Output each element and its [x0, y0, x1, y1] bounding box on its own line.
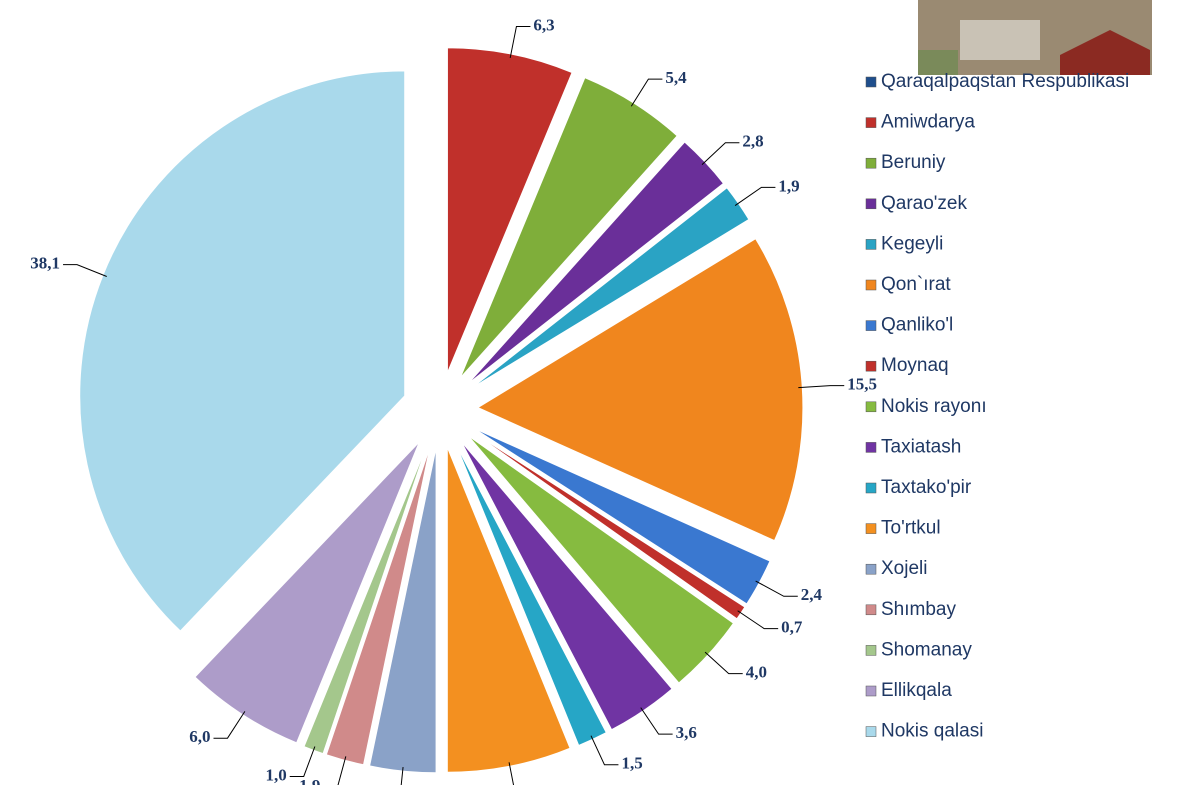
- legend-swatch: [865, 117, 877, 128]
- data-label: 5,4: [665, 68, 687, 87]
- legend-label: Nokis qalasi: [881, 721, 983, 742]
- leader-line: [508, 762, 515, 785]
- legend-label: Moynaq: [881, 355, 949, 376]
- legend-label: To'rtkul: [881, 518, 941, 539]
- leader-line: [213, 711, 246, 739]
- data-label: 2,4: [801, 585, 823, 604]
- leader-line: [630, 78, 663, 107]
- legend-swatch: [865, 320, 877, 331]
- leader-line: [400, 767, 404, 785]
- data-label: 4,0: [746, 663, 767, 682]
- legend-label: Taxtako'pir: [881, 477, 972, 498]
- legend-label: Kegeyli: [881, 233, 943, 254]
- legend-swatch: [865, 685, 877, 697]
- legend-swatch: [865, 442, 877, 453]
- photo: [918, 0, 1152, 75]
- legend-swatch: [865, 563, 877, 575]
- leader-line: [509, 26, 531, 59]
- legend-label: Nokis rayonı: [881, 396, 987, 417]
- legend-swatch: [865, 157, 877, 169]
- data-label: 6,3: [533, 15, 554, 34]
- legend-label: Qaraqalpaqstan Respublikasi: [881, 71, 1129, 92]
- data-label: 1,9: [299, 776, 320, 785]
- legend-swatch: [865, 604, 877, 616]
- legend-swatch: [865, 198, 877, 210]
- legend-swatch: [865, 482, 877, 494]
- legend-swatch: [865, 645, 877, 656]
- data-label: 1,5: [621, 754, 642, 773]
- data-label: 6,0: [189, 727, 210, 746]
- leader-line: [734, 186, 776, 206]
- leader-line: [737, 610, 779, 630]
- legend-swatch: [865, 523, 877, 534]
- legend-label: Shomanay: [881, 639, 972, 660]
- leader-line: [701, 142, 740, 165]
- legend-label: Beruniy: [881, 152, 946, 173]
- legend-label: Qon`ırat: [881, 274, 951, 295]
- legend-label: Qanliko'l: [881, 315, 953, 336]
- legend-label: Ellikqala: [881, 680, 952, 701]
- legend-label: Xojeli: [881, 558, 927, 579]
- legend-swatch: [865, 76, 877, 88]
- leader-line: [289, 746, 316, 777]
- legend-swatch: [865, 360, 877, 372]
- leader-line: [590, 735, 619, 766]
- data-label: 38,1: [30, 254, 60, 273]
- data-label: 6,2: [532, 783, 553, 785]
- leader-line: [63, 264, 107, 277]
- leader-line: [798, 385, 845, 389]
- legend-label: Taxiatash: [881, 436, 961, 457]
- legend-swatch: [865, 726, 877, 737]
- data-label: 0,7: [781, 618, 803, 637]
- data-label: 15,5: [847, 375, 877, 394]
- legend-swatch: [865, 401, 877, 413]
- legend-label: Shımbay: [881, 599, 956, 620]
- data-label: 1,0: [265, 765, 286, 784]
- legend-swatch: [865, 239, 877, 250]
- leader-line: [337, 756, 347, 785]
- leader-line: [704, 651, 743, 675]
- data-label: 3,6: [676, 723, 697, 742]
- leader-line: [755, 580, 798, 597]
- data-label: 2,8: [742, 132, 763, 151]
- legend-label: Amiwdarya: [881, 112, 975, 133]
- legend-label: Qarao'zek: [881, 193, 968, 214]
- leader-line: [640, 707, 673, 735]
- data-label: 1,9: [778, 176, 799, 195]
- legend-swatch: [865, 279, 877, 291]
